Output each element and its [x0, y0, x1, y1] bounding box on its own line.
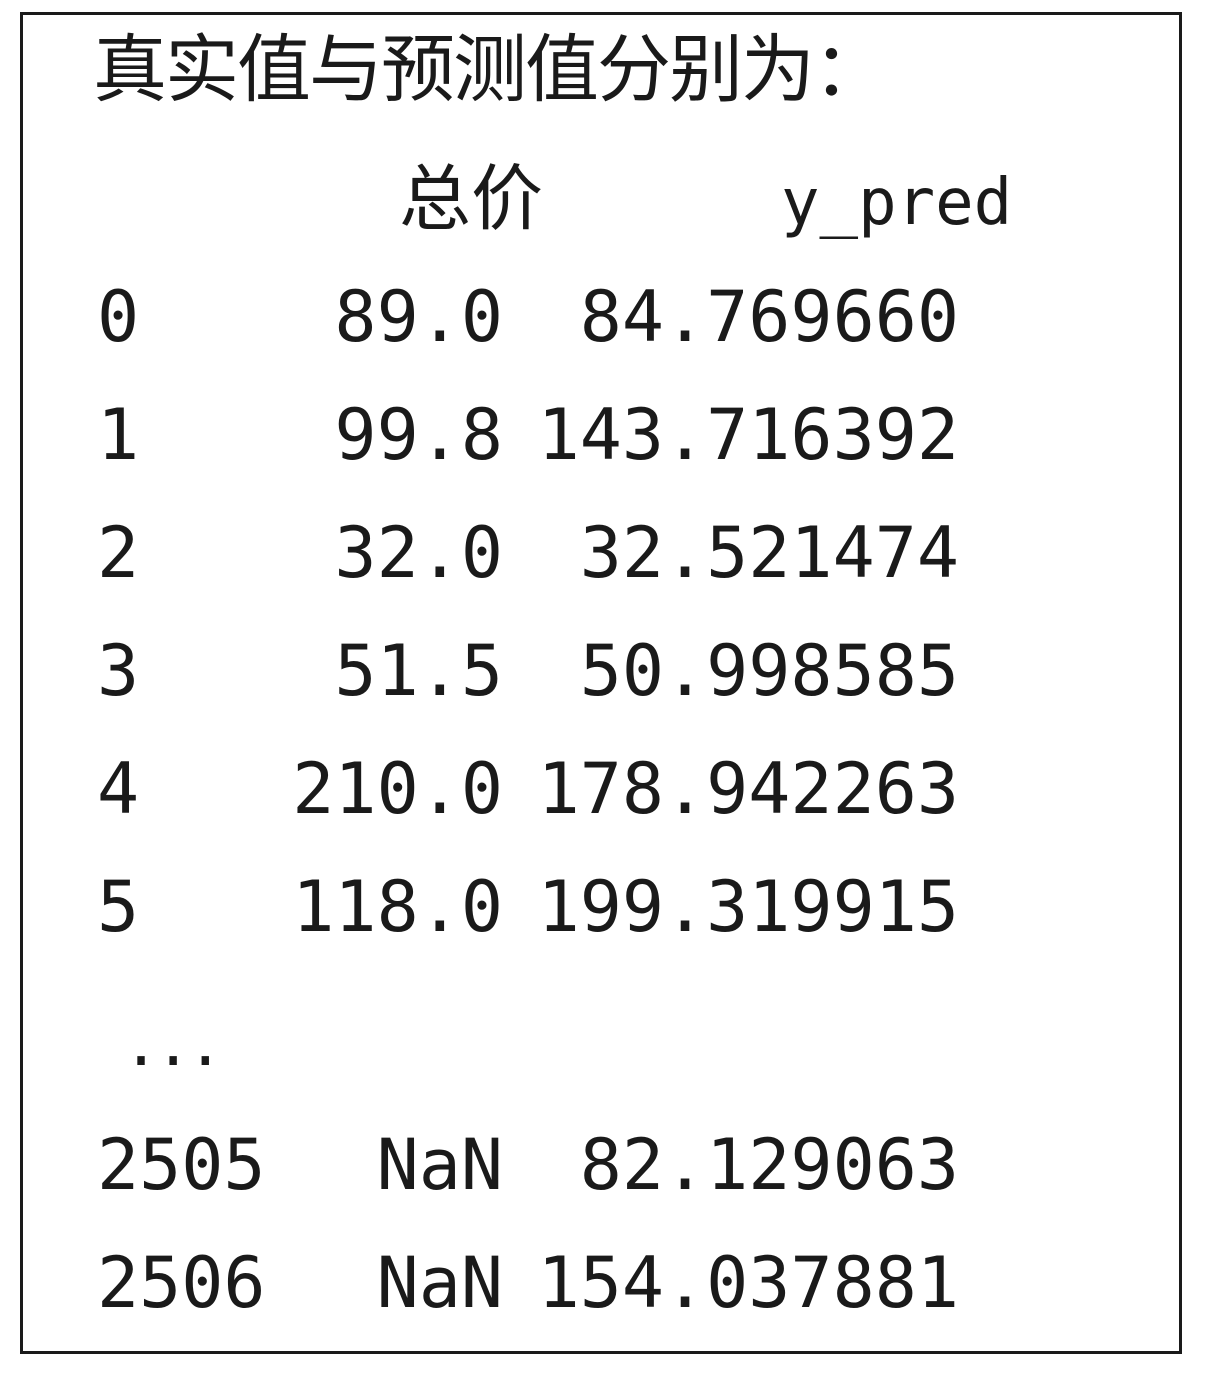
- price-value: 118.0: [292, 866, 503, 948]
- row-index: 1: [97, 394, 140, 476]
- table-row: 5 118.0 199.319915: [23, 867, 1179, 947]
- pred-value: 82.129063: [579, 1124, 959, 1206]
- pred-value: 84.769660: [579, 276, 959, 358]
- price-value: NaN: [376, 1124, 503, 1206]
- table-row: 2506 NaN 154.037881: [23, 1243, 1179, 1323]
- pred-value: 50.998585: [579, 630, 959, 712]
- table-row: 3 51.5 50.998585: [23, 631, 1179, 711]
- row-index: 2505: [97, 1124, 266, 1206]
- row-index: 3: [97, 630, 140, 712]
- table-row: 4 210.0 178.942263: [23, 749, 1179, 829]
- table-row: 0 89.0 84.769660: [23, 277, 1179, 357]
- pred-value: 199.319915: [537, 866, 959, 948]
- price-value: 210.0: [292, 748, 503, 830]
- row-index: 2506: [97, 1242, 266, 1324]
- column-header-y-pred: y_pred: [781, 166, 1013, 240]
- price-value: 32.0: [334, 512, 503, 594]
- row-index: 0: [97, 276, 140, 358]
- pred-value: 32.521474: [579, 512, 959, 594]
- price-value: NaN: [376, 1242, 503, 1324]
- price-value: 99.8: [334, 394, 503, 476]
- table-row: 2 32.0 32.521474: [23, 513, 1179, 593]
- table-row: 1 99.8 143.716392: [23, 395, 1179, 475]
- table-row: 2505 NaN 82.129063: [23, 1125, 1179, 1205]
- rows-ellipsis: ...: [123, 1010, 223, 1080]
- row-index: 4: [97, 748, 140, 830]
- output-panel: 真实值与预测值分别为： 总价 y_pred 0 89.0 84.769660 1…: [20, 12, 1182, 1354]
- pred-value: 178.942263: [537, 748, 959, 830]
- pred-value: 143.716392: [537, 394, 959, 476]
- column-header-price: 总价: [399, 157, 544, 241]
- price-value: 89.0: [334, 276, 503, 358]
- row-index: 5: [97, 866, 140, 948]
- output-title: 真实值与预测值分别为：: [93, 27, 887, 113]
- row-index: 2: [97, 512, 140, 594]
- pred-value: 154.037881: [537, 1242, 959, 1324]
- price-value: 51.5: [334, 630, 503, 712]
